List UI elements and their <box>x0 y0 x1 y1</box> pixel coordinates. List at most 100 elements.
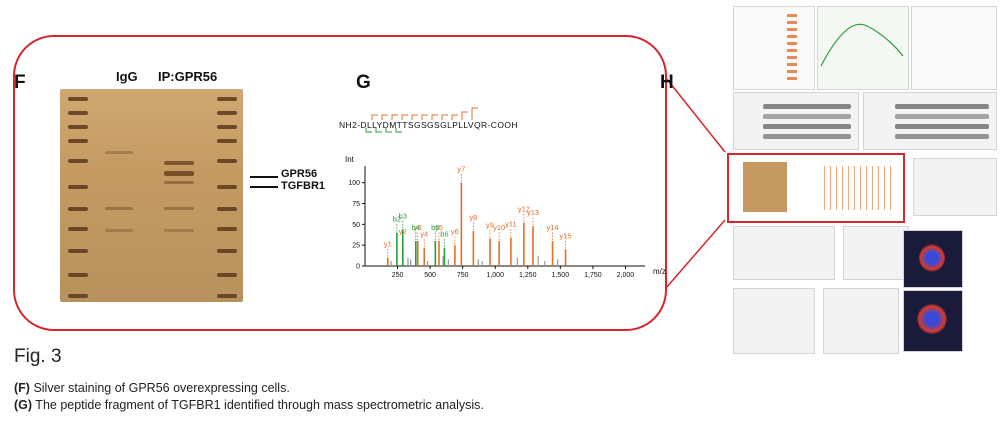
y-axis-label: Int <box>345 155 355 164</box>
thumb-panel-c <box>911 6 997 90</box>
caption-tag-f: (F) <box>14 381 30 395</box>
ladder-right-band <box>217 159 237 163</box>
x-tick-label: 2,000 <box>617 272 635 279</box>
thumb-panel-m <box>823 288 899 354</box>
thumb-blot-row <box>895 134 989 139</box>
y-ion-label: y9 <box>486 221 494 230</box>
thumb-spectrum <box>819 166 893 210</box>
y-fragment-mark <box>371 114 378 120</box>
caption-text-g: The peptide fragment of TGFBR1 identifie… <box>32 398 484 412</box>
y-ion-label: y6 <box>451 227 459 236</box>
y-fragment-mark <box>391 114 398 120</box>
panel-letter-f: F <box>14 72 26 93</box>
y-ion-label: y13 <box>527 208 539 217</box>
b-ion-label: b3 <box>399 211 407 220</box>
ladder-left-band <box>68 159 88 163</box>
y-tick-label: 100 <box>348 180 360 187</box>
x-tick-label: 1,750 <box>584 272 602 279</box>
ladder-right-band <box>217 125 237 129</box>
y-fragment-mark <box>421 114 428 120</box>
ladder-right-band <box>217 249 237 253</box>
fragment-ladder <box>365 107 478 133</box>
ladder-left-band <box>68 125 88 129</box>
ladder-right-band <box>217 227 237 231</box>
thumb-gsea-curve <box>820 23 904 67</box>
ladder-right-band <box>217 185 237 189</box>
b-fragment-mark <box>365 128 372 133</box>
ip-lane-band-gpr56 <box>164 161 194 165</box>
thumb-blot-row <box>895 124 989 129</box>
y-ion-label: y3 <box>414 223 422 232</box>
y-ion-label: y2 <box>399 227 407 236</box>
y-tick-label: 75 <box>352 201 360 208</box>
y-ion-label: y7 <box>457 165 465 174</box>
thumb-panel-e <box>863 92 997 150</box>
thumb-dotplot <box>787 14 797 84</box>
thumb-blot-row <box>763 104 851 109</box>
thumb-blot-row <box>895 104 989 109</box>
thumb-panel-d <box>733 92 859 150</box>
y-tick-label: 25 <box>352 243 360 250</box>
ladder-right-band <box>217 294 237 298</box>
ip-lane-band-tgfbr1 <box>164 171 194 176</box>
ms2-spectrum-chart: 0 25 50 75 100 250 500 750 1,000 1,250 1,500 1,750 2… <box>345 155 666 279</box>
caption-text-f: Silver staining of GPR56 overexpressing … <box>29 381 290 395</box>
ladder-right-band <box>217 139 237 143</box>
b-fragment-mark <box>395 128 402 133</box>
lane-label-igg: IgG <box>116 69 138 84</box>
thumb-panel-l <box>733 288 815 354</box>
figure-label: Fig. 3 <box>14 346 62 367</box>
b-ion-label: b6 <box>440 230 448 239</box>
y-ion-label: y15 <box>560 231 572 240</box>
callout-line-bottom <box>665 219 726 289</box>
y-fragment-mark <box>471 107 478 120</box>
y-ion-label: y1 <box>384 240 392 249</box>
y-tick-label: 50 <box>352 222 360 229</box>
thumb-panel-i <box>733 226 835 280</box>
ladder-right-band <box>217 111 237 115</box>
y-ion-label: y5 <box>435 223 443 232</box>
thumbnail-figure <box>723 0 1000 360</box>
x-axis-label: m/z <box>653 267 666 276</box>
panel-letter-h: H <box>660 72 674 93</box>
thumb-cell-image <box>919 244 945 272</box>
silver-stain-gel <box>60 89 243 302</box>
ladder-left-band <box>68 97 88 101</box>
thumb-blot-row <box>763 114 851 119</box>
ladder-right-band <box>217 273 237 277</box>
x-tick-label: 250 <box>392 272 404 279</box>
b-fragment-mark <box>385 128 392 133</box>
ip-lane-band <box>164 229 194 232</box>
thumb-panel-a <box>733 6 815 90</box>
ladder-left-band <box>68 111 88 115</box>
y-ion-label: y14 <box>546 223 558 232</box>
ladder-left-band <box>68 249 88 253</box>
ladder-right-band <box>217 207 237 211</box>
y-ion-label: y12 <box>518 205 530 214</box>
thumb-blot-row <box>763 134 851 139</box>
y-tick-label: 0 <box>356 264 360 271</box>
igg-lane-band <box>105 151 133 154</box>
ladder-left-band <box>68 273 88 277</box>
tgfbr1-pointer-line <box>250 186 278 188</box>
x-tick-label: 1,000 <box>486 272 504 279</box>
y-fragment-mark <box>441 114 448 120</box>
y-ion-label: y11 <box>505 220 517 229</box>
ladder-right-band <box>217 97 237 101</box>
thumb-blot-row <box>895 114 989 119</box>
ip-lane-band <box>164 207 194 210</box>
caption-tag-g: (G) <box>14 398 33 412</box>
lane-label-ip: IP:GPR56 <box>158 69 218 84</box>
b-fragment-mark <box>375 128 382 133</box>
igg-lane-band <box>105 207 133 210</box>
y-fragment-mark <box>401 114 408 120</box>
thumb-panel-h <box>913 158 997 216</box>
thumb-blot-row <box>763 124 851 129</box>
thumb-panel-b <box>817 6 909 90</box>
y-fragment-mark <box>461 111 468 120</box>
callout-line-top <box>665 77 726 153</box>
igg-lane-band <box>105 229 133 232</box>
ladder-left-band <box>68 207 88 211</box>
x-tick-label: 1,500 <box>552 272 570 279</box>
ladder-left-band <box>68 139 88 143</box>
